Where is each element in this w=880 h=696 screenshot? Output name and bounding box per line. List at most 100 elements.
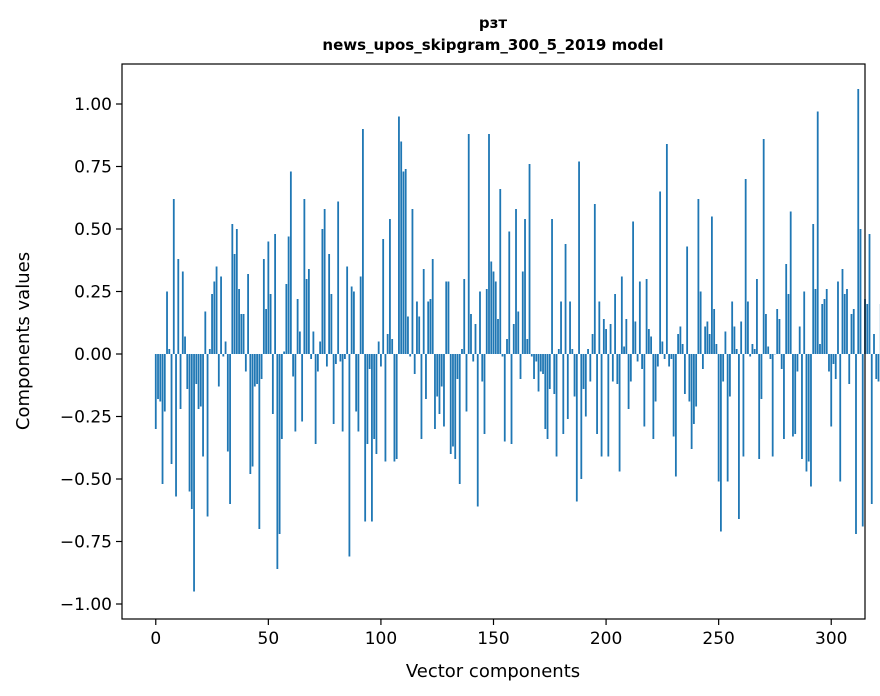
y-tick-label: −0.75 [60,533,112,553]
bar-145 [481,354,484,382]
bar-119 [422,269,425,354]
bar-82 [339,354,342,362]
bar-276 [776,309,779,354]
bar-23 [206,354,209,517]
bar-22 [204,311,207,354]
bar-35 [233,254,236,354]
bar-128 [443,354,445,427]
bar-68 [307,269,310,354]
bar-7 [170,354,173,464]
bar-198 [600,354,603,457]
bar-165 [526,339,529,354]
bar-127 [440,354,443,387]
bar-213 [634,321,637,354]
bar-141 [472,354,475,362]
bar-102 [384,354,387,462]
bar-248 [713,309,716,354]
bar-181 [562,354,565,434]
bar-39 [242,314,245,354]
bar-304 [839,354,842,482]
bar-74 [321,229,324,354]
bar-223 [656,354,659,367]
bar-118 [420,354,423,439]
bar-250 [717,354,720,482]
bar-219 [647,329,650,354]
bar-19 [197,354,200,409]
bar-149 [490,261,493,354]
y-tick-label: −0.50 [60,470,112,490]
bar-197 [598,301,601,354]
bar-253 [724,331,727,354]
bar-78 [330,294,333,354]
bar-79 [332,354,335,424]
bar-30 [222,354,225,357]
bar-8 [172,199,175,354]
bar-313 [859,229,862,354]
bar-144 [479,291,481,354]
bar-3 [161,354,164,484]
bar-270 [762,139,765,354]
bar-199 [602,319,605,354]
bar-37 [238,289,240,354]
y-axis-label: Components values [13,252,34,430]
bar-1 [157,354,159,399]
chart-title-line2: news_upos_skipgram_300_5_2019 model [322,36,663,54]
y-tick-label: 0.25 [74,283,112,303]
bar-207 [620,276,623,354]
bar-99 [377,341,380,354]
bar-258 [735,349,738,354]
bar-50 [267,241,270,354]
bar-268 [758,354,761,459]
bar-240 [695,354,698,407]
bar-129 [445,281,448,354]
bar-178 [555,354,558,457]
bar-62 [294,354,297,432]
bar-53 [274,234,277,354]
bar-188 [578,161,580,354]
bar-282 [789,211,792,354]
bar-36 [235,229,238,354]
bar-63 [296,299,299,354]
bar-92 [362,129,364,354]
bar-262 [744,179,747,354]
bar-251 [720,354,722,532]
bar-143 [476,354,479,507]
bar-200 [605,329,607,354]
bar-167 [530,354,533,357]
bar-168 [533,354,535,379]
bar-5 [166,291,168,354]
bar-10 [177,259,180,354]
bar-294 [816,111,819,354]
bar-106 [393,354,396,462]
bar-163 [521,271,524,354]
bar-222 [654,354,657,402]
bar-228 [668,354,671,367]
bar-88 [353,291,355,354]
bar-91 [359,276,362,354]
bar-300 [830,354,833,427]
bar-77 [328,254,331,354]
bar-18 [195,354,198,384]
bar-25 [211,294,213,354]
bar-239 [692,354,695,424]
y-tick-label: −1.00 [60,595,112,615]
bar-164 [524,219,526,354]
y-axis-ticks: −1.00 −0.75 −0.50 −0.25 0.00 0.25 0.50 0.75 1.00 [60,95,122,615]
bar-316 [866,304,869,354]
bar-307 [846,289,848,354]
bar-34 [231,224,234,354]
bar-40 [244,354,247,372]
bar-274 [771,354,774,457]
bar-308 [848,354,851,384]
bar-302 [834,354,837,379]
bar-205 [616,354,619,384]
bar-175 [548,354,551,389]
bar-190 [582,354,585,389]
bars-group [154,89,880,592]
bar-192 [587,349,589,354]
bar-312 [857,89,860,354]
bar-166 [528,164,531,354]
bar-107 [395,354,398,459]
bar-260 [740,321,743,354]
bar-309 [850,314,853,354]
